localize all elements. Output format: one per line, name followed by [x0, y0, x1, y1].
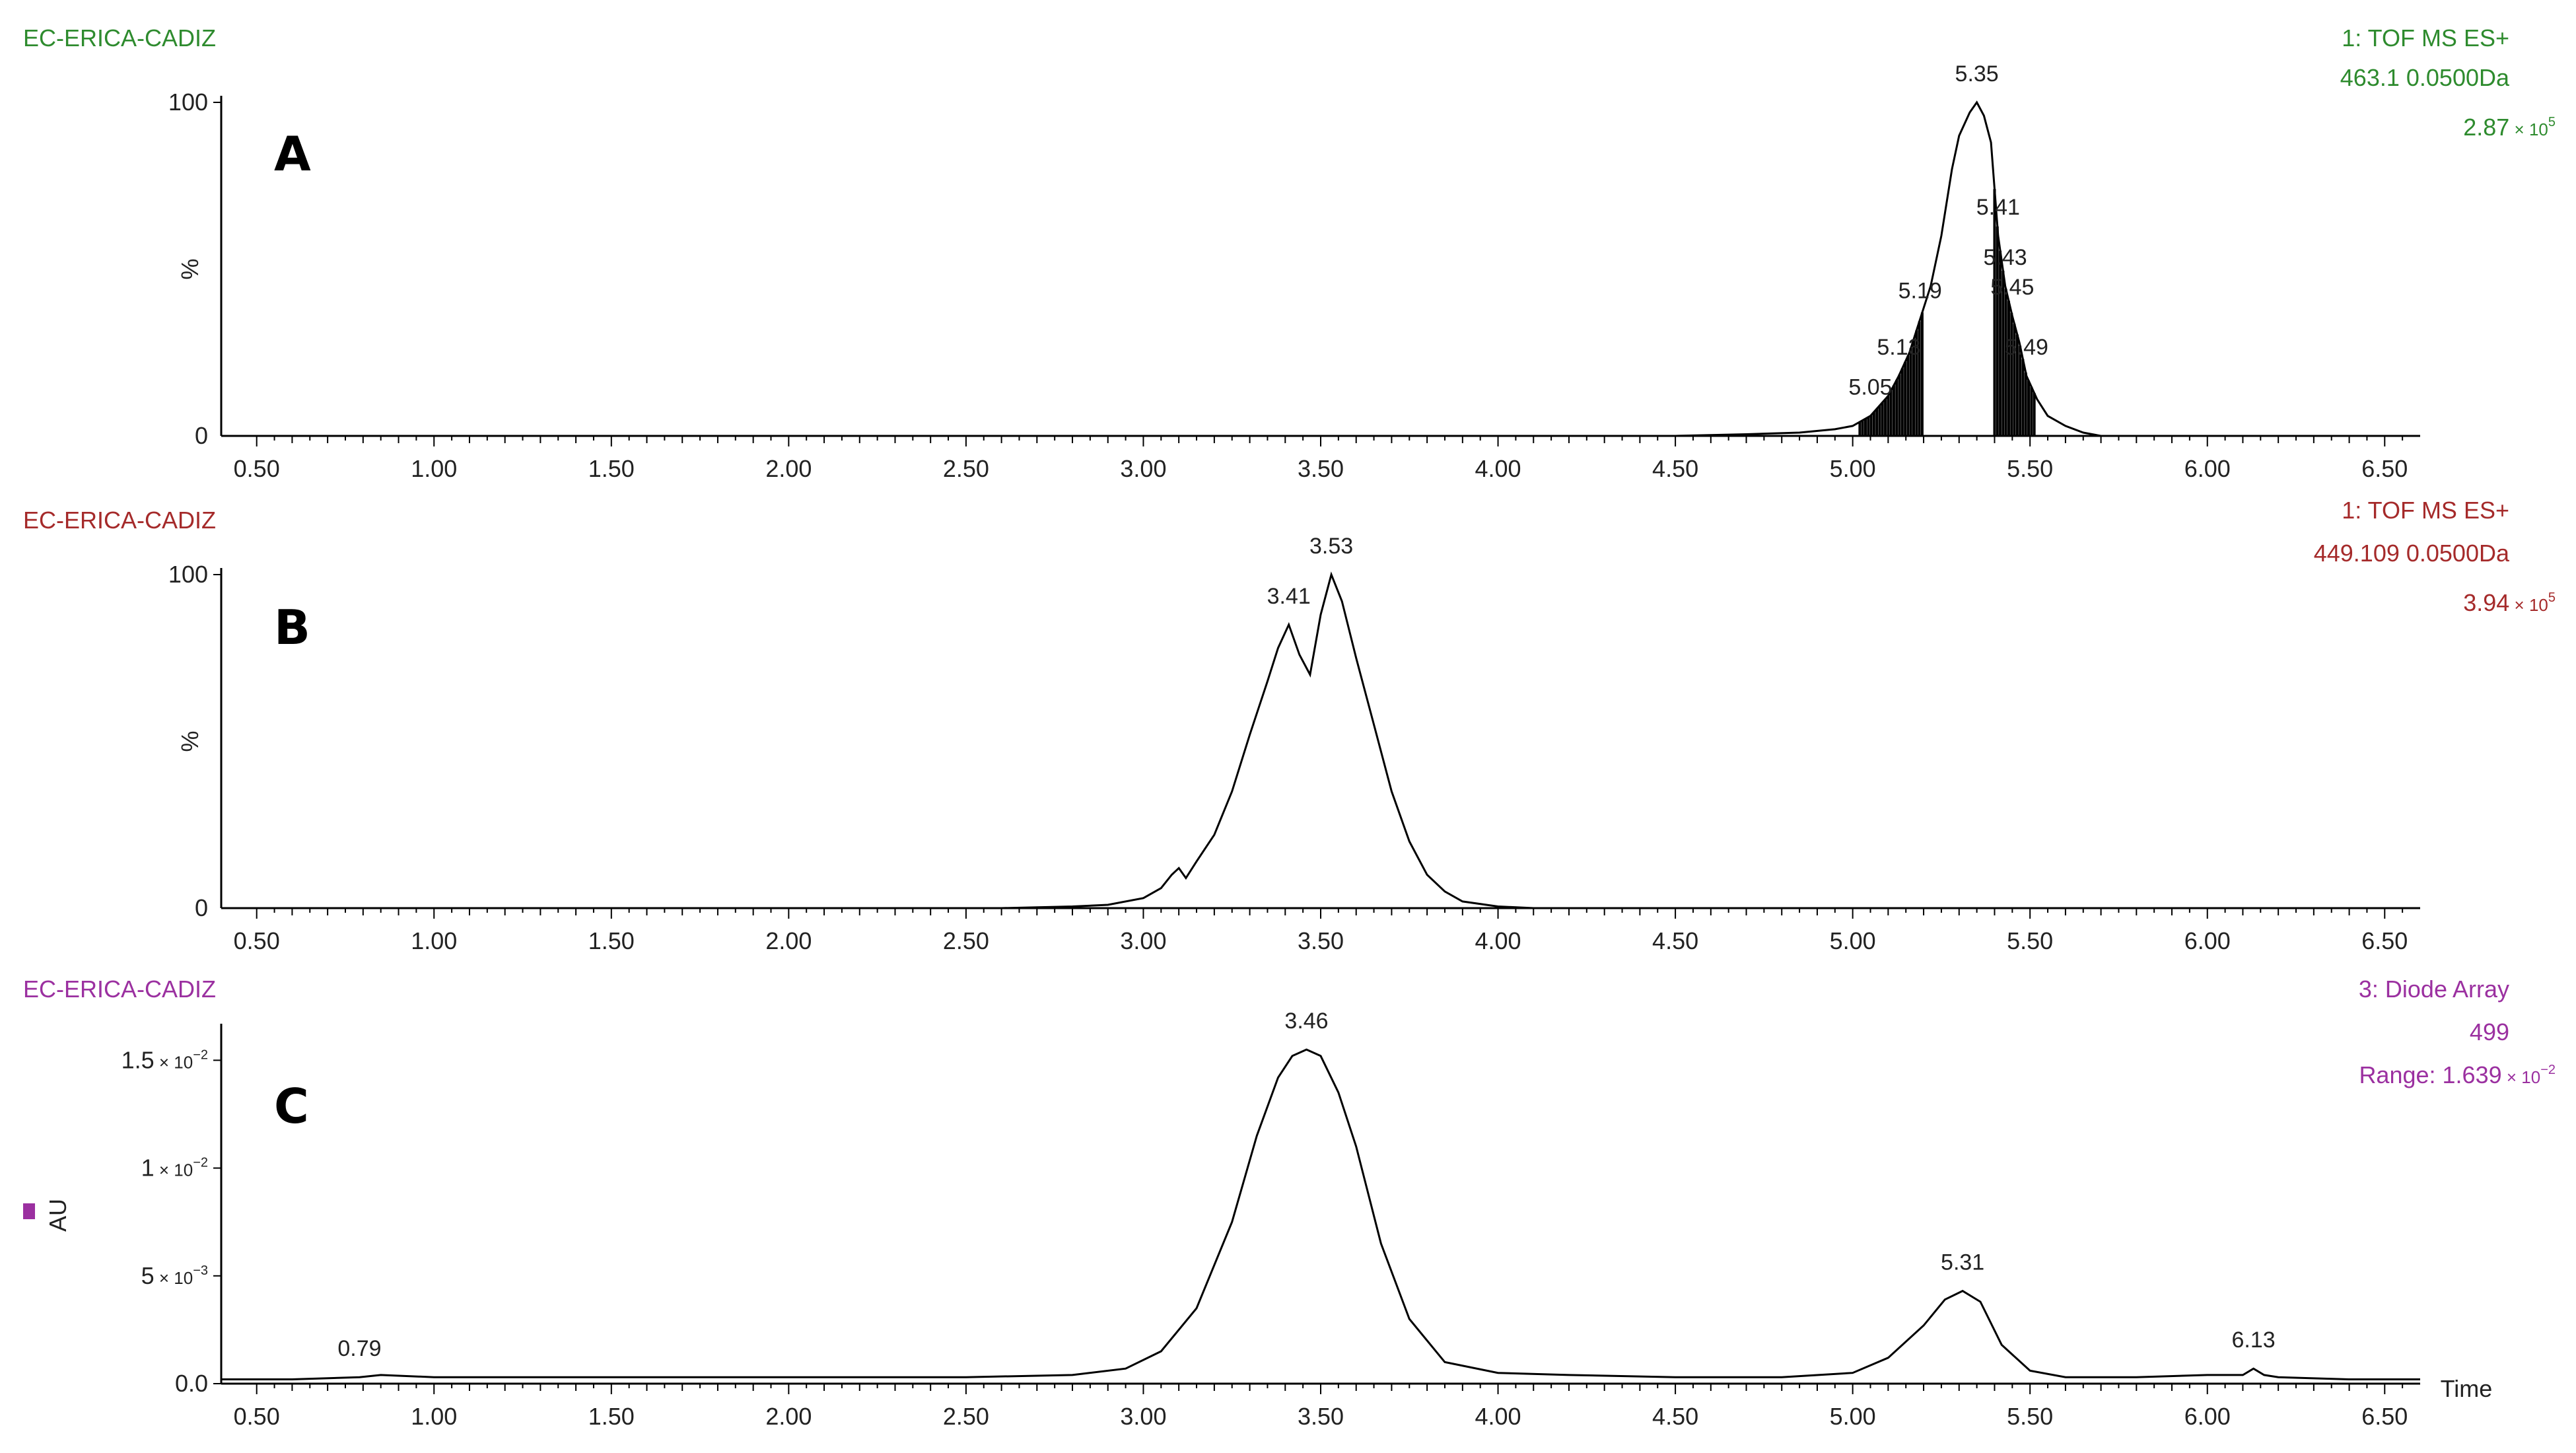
trace-header-1: 3: Diode Array	[2359, 975, 2509, 1003]
trace-line	[221, 1048, 2420, 1380]
peak-label: 3.53	[1309, 534, 1353, 559]
x-tick-label: 4.50	[1652, 927, 1698, 954]
x-tick-label: 0.50	[234, 455, 280, 482]
x-tick-label: 1.50	[588, 1403, 635, 1430]
x-tick-label: 2.50	[943, 455, 989, 482]
x-tick-label: 3.50	[1298, 1403, 1344, 1430]
peak-label: 3.46	[1284, 1009, 1328, 1034]
y-tick-label: 5 × 10−3	[141, 1262, 208, 1289]
intensity-label: 2.87 × 105	[2463, 114, 2556, 141]
panel-letter: C	[274, 1079, 309, 1134]
x-tick-label: 4.00	[1475, 455, 1521, 482]
x-tick-label: 5.50	[2007, 927, 2053, 954]
x-tick-label: 1.50	[588, 455, 635, 482]
trace-header-2: 463.1 0.0500Da	[2340, 64, 2510, 91]
x-tick-label: 0.50	[234, 1403, 280, 1430]
peak-label: 5.41	[1976, 195, 2020, 220]
trace-header-2: 449.109 0.0500Da	[2314, 540, 2510, 567]
sample-name-label: EC-ERICA-CADIZ	[23, 507, 216, 534]
x-tick-label: 1.00	[411, 927, 457, 954]
sample-name-label: EC-ERICA-CADIZ	[23, 24, 216, 52]
x-tick-label: 4.50	[1652, 455, 1698, 482]
x-tick-label: 4.00	[1475, 927, 1521, 954]
x-tick-label: 6.50	[2361, 1403, 2408, 1430]
x-tick-label: 6.00	[2184, 1403, 2231, 1430]
panel-b: EC-ERICA-CADIZ 1: TOF MS ES+ 449.109 0.050…	[23, 497, 2556, 954]
x-tick-label: 3.00	[1120, 1403, 1166, 1430]
peak-label: 6.13	[2231, 1328, 2275, 1353]
x-tick-label: 1.50	[588, 927, 635, 954]
x-tick-label: 2.50	[943, 1403, 989, 1430]
trace-line	[221, 571, 2420, 909]
range-label: Range: 1.639 × 10−2	[2359, 1061, 2556, 1088]
x-tick-label: 0.50	[234, 927, 280, 954]
y-tick-label: 0	[195, 422, 208, 449]
x-tick-label: 1.00	[411, 1403, 457, 1430]
x-tick-label: 6.50	[2361, 455, 2408, 482]
x-tick-label: 2.00	[765, 1403, 812, 1430]
trace-header-2: 499	[2470, 1018, 2509, 1045]
peak-label: 5.45	[1990, 275, 2034, 300]
y-axis-label: %	[176, 258, 203, 279]
peak-label: 0.79	[337, 1336, 381, 1361]
x-tick-label: 4.50	[1652, 1403, 1698, 1430]
y-tick-label: 100	[168, 561, 208, 588]
peak-label: 5.19	[1898, 278, 1942, 303]
x-tick-label: 5.50	[2007, 1403, 2053, 1430]
y-axis-label: AU	[44, 1199, 71, 1232]
panel-letter: A	[274, 126, 311, 182]
x-tick-label: 4.00	[1475, 1403, 1521, 1430]
peak-label: 5.35	[1955, 61, 1999, 87]
panel-a: EC-ERICA-CADIZ 1: TOF MS ES+ 463.1 0.0500D…	[23, 24, 2556, 482]
x-tick-label: 2.50	[943, 927, 989, 954]
x-axis-label: Time	[2441, 1375, 2493, 1402]
y-tick-label: 0	[195, 894, 208, 921]
trace-line	[221, 100, 2420, 437]
x-tick-label: 6.50	[2361, 927, 2408, 954]
x-tick-label: 3.50	[1298, 455, 1344, 482]
au-marker-icon	[23, 1203, 35, 1219]
x-tick-label: 5.00	[1830, 927, 1876, 954]
peak-label: 5.05	[1848, 375, 1892, 400]
x-tick-label: 3.50	[1298, 927, 1344, 954]
x-tick-label: 2.00	[765, 927, 812, 954]
panel-c: EC-ERICA-CADIZ 3: Diode Array 499 Range: 1.…	[23, 975, 2556, 1430]
y-tick-label: 1 × 10−2	[141, 1154, 208, 1182]
y-axis-label: %	[176, 730, 203, 752]
x-tick-label: 1.00	[411, 455, 457, 482]
x-tick-label: 5.00	[1830, 455, 1876, 482]
sample-name-label: EC-ERICA-CADIZ	[23, 975, 216, 1003]
peak-label: 5.31	[1941, 1250, 1984, 1275]
x-tick-label: 2.00	[765, 455, 812, 482]
trace-header-1: 1: TOF MS ES+	[2342, 24, 2509, 52]
panel-letter: B	[274, 600, 310, 655]
peak-label: 5.13	[1877, 335, 1920, 360]
x-tick-label: 5.50	[2007, 455, 2053, 482]
y-tick-label: 100	[168, 89, 208, 116]
x-tick-label: 6.00	[2184, 455, 2231, 482]
x-tick-label: 3.00	[1120, 455, 1166, 482]
y-tick-label: 1.5 × 10−2	[122, 1046, 208, 1073]
intensity-label: 3.94 × 105	[2463, 589, 2556, 616]
peak-label: 5.43	[1984, 245, 2027, 270]
x-tick-label: 5.00	[1830, 1403, 1876, 1430]
peak-label: 5.49	[2005, 335, 2048, 360]
x-tick-label: 3.00	[1120, 927, 1166, 954]
trace-header-1: 1: TOF MS ES+	[2342, 497, 2509, 524]
peak-label: 3.41	[1267, 584, 1311, 609]
x-tick-label: 6.00	[2184, 927, 2231, 954]
y-tick-label: 0.0	[175, 1370, 208, 1397]
